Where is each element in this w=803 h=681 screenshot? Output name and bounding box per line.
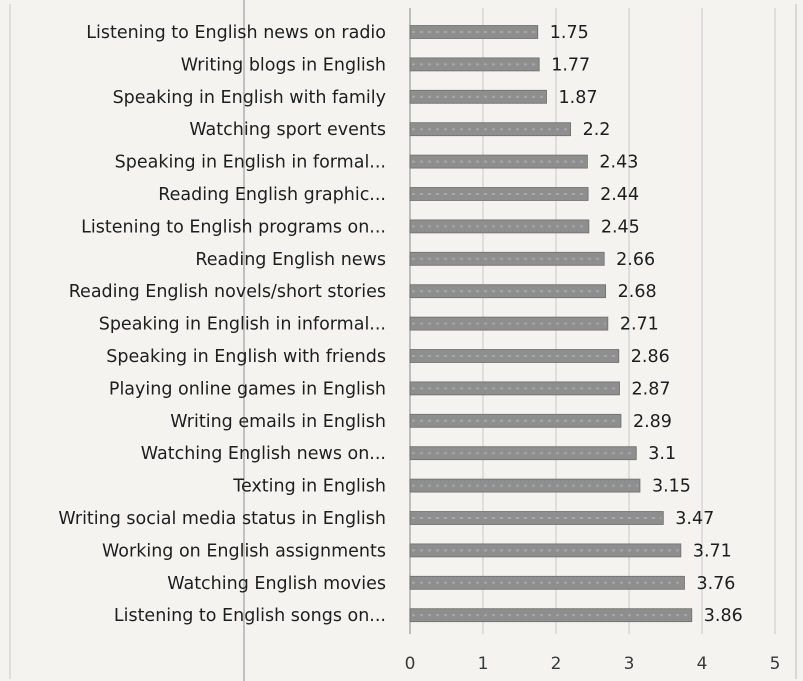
data-label: 2.68 [618, 282, 657, 302]
data-label: 3.76 [696, 574, 735, 594]
x-tick-label: 3 [624, 654, 635, 674]
category-label: Speaking in English in informal... [99, 315, 386, 335]
bar [409, 251, 605, 266]
category-label: Speaking in English with family [113, 88, 386, 108]
category-label: Speaking in English with friends [106, 347, 386, 367]
category-label: Watching English movies [167, 574, 386, 594]
data-label: 3.47 [675, 509, 714, 529]
category-label: Listening to English songs on... [114, 606, 386, 626]
category-label: Watching English news on... [141, 444, 386, 464]
data-label: 2.45 [601, 217, 640, 237]
category-label: Listening to English programs on... [81, 217, 386, 237]
data-label: 1.75 [550, 23, 589, 43]
category-label: Writing emails in English [170, 412, 386, 432]
bar [409, 57, 540, 72]
bar [409, 446, 637, 461]
data-label: 3.86 [704, 606, 743, 626]
category-label: Listening to English news on radio [86, 23, 386, 43]
category-label: Reading English novels/short stories [69, 282, 386, 302]
category-label: Watching sport events [189, 120, 386, 140]
data-label: 2.44 [600, 185, 639, 205]
x-tick-label: 2 [551, 654, 562, 674]
category-label: Writing social media status in English [58, 509, 386, 529]
category-label: Writing blogs in English [181, 55, 386, 75]
bar [409, 543, 682, 558]
data-label: 2.66 [616, 250, 655, 270]
bar [409, 122, 572, 137]
bar [409, 381, 620, 396]
bar [409, 219, 590, 234]
bar [409, 187, 589, 201]
data-label: 2.43 [599, 153, 638, 173]
category-label: Speaking in English in formal... [115, 153, 386, 173]
category-label: Texting in English [232, 477, 386, 497]
data-label: 3.1 [648, 444, 676, 464]
category-label: Working on English assignments [102, 541, 386, 561]
category-label: Playing online games in English [109, 379, 386, 399]
data-label: 2.86 [631, 347, 670, 367]
bar [409, 284, 607, 299]
data-label: 3.71 [693, 541, 732, 561]
data-label: 1.77 [551, 55, 590, 75]
category-label: Reading English news [195, 250, 386, 270]
data-label: 2.89 [633, 412, 672, 432]
data-label: 2.87 [632, 379, 671, 399]
x-tick-label: 5 [770, 654, 781, 674]
bar [409, 413, 622, 428]
x-tick-label: 1 [478, 654, 489, 674]
bar [409, 25, 539, 39]
bar [409, 349, 620, 363]
data-label: 1.87 [559, 88, 598, 108]
bar [409, 575, 685, 590]
x-tick-label: 0 [405, 654, 416, 674]
bar [409, 511, 664, 525]
data-label: 2.71 [620, 315, 659, 335]
x-tick-label: 4 [697, 654, 708, 674]
data-label: 2.2 [583, 120, 611, 140]
bar [409, 154, 588, 169]
data-label: 3.15 [652, 477, 691, 497]
category-label: Reading English graphic... [158, 185, 386, 205]
